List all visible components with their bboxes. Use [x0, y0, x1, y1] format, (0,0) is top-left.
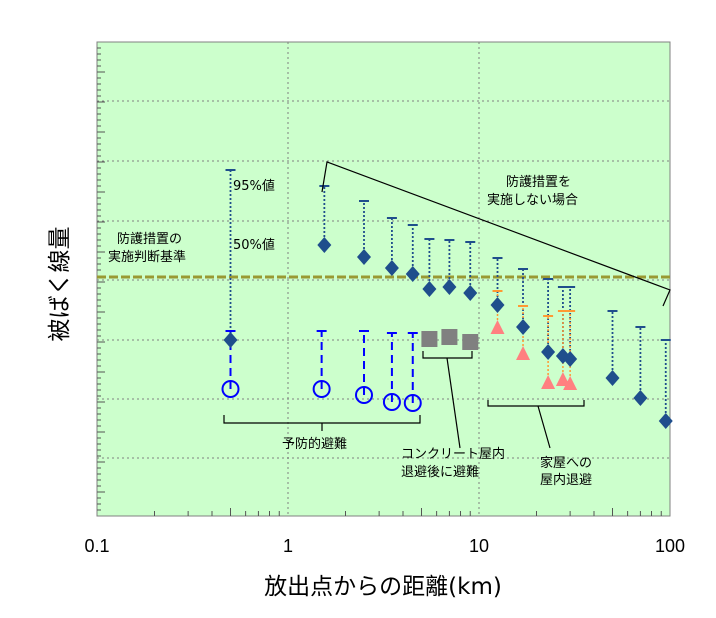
criterion-label-line2: 実施判断基準	[108, 249, 186, 265]
house-bracket-stem	[537, 405, 551, 449]
minor-ticks	[97, 47, 662, 516]
marker-no-protection	[605, 370, 620, 386]
house-label-line2: 屋内退避	[540, 472, 592, 488]
marker-no-protection	[541, 344, 556, 360]
whiskers	[225, 169, 671, 421]
p50-label: 50%値	[233, 237, 275, 253]
marker-concrete-sheltering	[421, 331, 438, 347]
marker-concrete-sheltering	[462, 334, 479, 350]
marker-no-protection	[633, 390, 648, 406]
preventive-label: 予防的避難	[282, 436, 347, 452]
marker-preventive-evacuation	[312, 380, 331, 398]
x-axis-title: 放出点からの距離(km)	[264, 574, 502, 600]
marker-house-sheltering	[555, 372, 570, 386]
marker-concrete-sheltering	[441, 329, 458, 345]
p95-label: 95%値	[233, 178, 275, 194]
criterion-label-line1: 防護措置の	[117, 231, 182, 247]
marker-house-sheltering	[516, 346, 531, 360]
x-tick-label: 1	[283, 536, 293, 556]
marker-house-sheltering	[541, 375, 556, 389]
x-tick-label: 0.1	[84, 536, 109, 556]
marker-preventive-evacuation	[382, 393, 401, 411]
concrete-label-line1: コンクリート屋内	[401, 446, 505, 462]
no-protection-bracket	[321, 161, 671, 307]
marker-no-protection	[384, 260, 399, 276]
x-tick-label: 10	[469, 536, 489, 556]
plot-background	[96, 41, 671, 517]
x-tick-labels: 0.1 1 10 100	[84, 536, 685, 556]
marker-no-protection	[357, 249, 372, 265]
marker-no-protection	[405, 266, 420, 282]
marker-no-protection	[658, 413, 673, 429]
no-protection-label-line2: 実施しない場合	[487, 192, 578, 208]
marker-no-protection	[463, 285, 478, 301]
no-protection-label-line1: 防護措置を	[506, 174, 571, 190]
x-tick-label: 100	[655, 536, 685, 556]
marker-preventive-evacuation	[355, 386, 374, 404]
concrete-bracket-stem	[446, 357, 461, 449]
house-label-line1: 家屋への	[540, 455, 592, 471]
marker-no-protection	[223, 332, 238, 348]
y-axis-title: 被ばく線量	[47, 227, 73, 342]
marker-preventive-evacuation	[403, 394, 422, 412]
marker-no-protection	[516, 319, 531, 335]
marker-house-sheltering	[563, 376, 578, 390]
marker-no-protection	[442, 279, 457, 295]
marker-preventive-evacuation	[221, 380, 240, 398]
concrete-label-line2: 退避後に避難	[401, 465, 479, 480]
house-bracket	[487, 400, 585, 407]
marker-no-protection	[422, 281, 437, 297]
markers	[221, 237, 673, 429]
marker-no-protection	[317, 237, 332, 253]
marker-no-protection	[490, 297, 505, 313]
brackets	[223, 161, 671, 449]
marker-no-protection	[563, 351, 578, 367]
marker-house-sheltering	[490, 320, 505, 334]
